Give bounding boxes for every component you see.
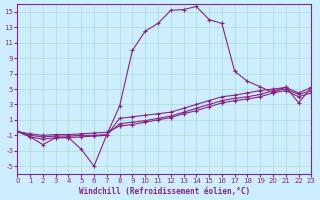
X-axis label: Windchill (Refroidissement éolien,°C): Windchill (Refroidissement éolien,°C) [79,187,250,196]
